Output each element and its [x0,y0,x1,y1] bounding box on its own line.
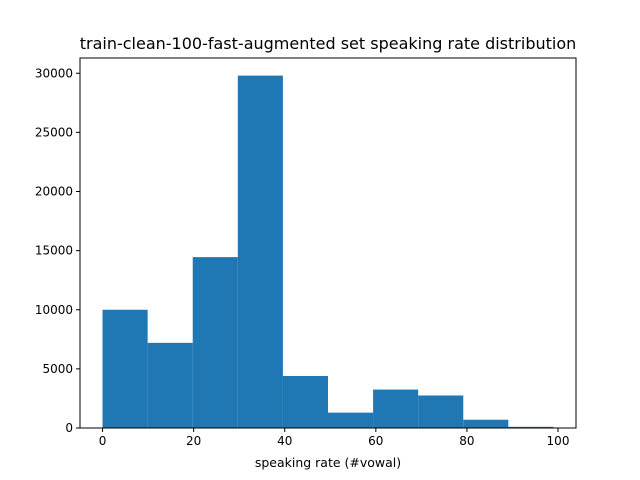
x-tick-label: 60 [368,434,383,448]
x-tick-label: 80 [459,434,474,448]
histogram-bar [373,389,419,428]
y-tick-label: 20000 [35,185,73,199]
histogram-bar [508,426,554,428]
y-axis: 0 5000 10000 15000 20000 25000 30000 [35,66,80,435]
histogram-bar [102,309,148,428]
y-tick-label: 5000 [42,362,73,376]
bars [102,75,554,428]
y-tick-label: 0 [65,421,73,435]
histogram-bar [192,257,238,428]
histogram-bar [328,412,374,428]
plot-frame [79,57,577,429]
y-tick-label: 25000 [35,125,73,139]
histogram-bar [147,342,193,428]
histogram-bar [237,75,283,428]
x-tick-label: 20 [186,434,201,448]
y-tick-label: 30000 [35,66,73,80]
chart-title: train-clean-100-fast-augmented set speak… [80,34,577,53]
x-tick-label: 40 [277,434,292,448]
x-axis: 0 20 40 60 80 100 [99,428,570,448]
y-tick-label: 15000 [35,244,73,258]
x-axis-label: speaking rate (#vowal) [255,455,401,470]
histogram-bar [418,395,464,428]
x-tick-label: 100 [547,434,570,448]
histogram-bar [463,419,509,428]
y-tick-label: 10000 [35,303,73,317]
x-tick-label: 0 [99,434,107,448]
histogram-bar [282,375,328,428]
